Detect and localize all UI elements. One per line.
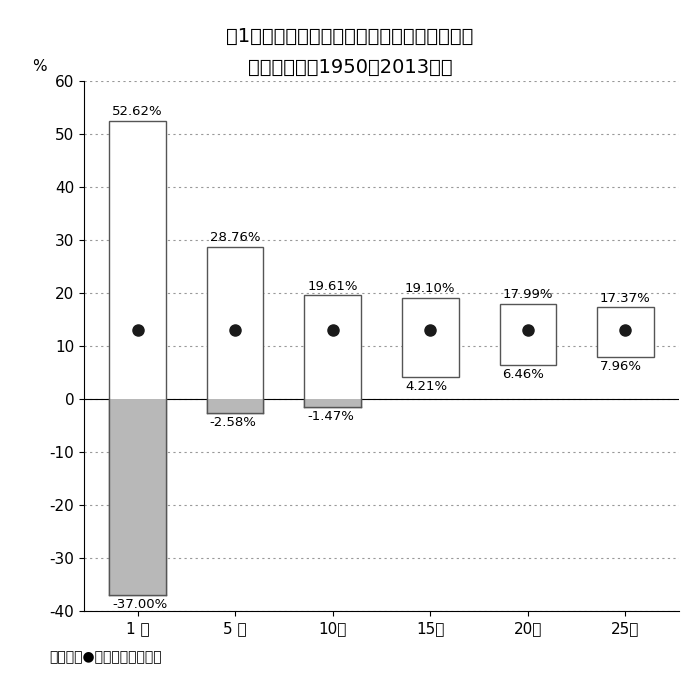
Bar (304, 295, 361, 407)
Bar (207, 399, 263, 413)
Text: 図1　株式投資の投資期間と年平均リターンの: 図1 株式投資の投資期間と年平均リターンの (226, 27, 474, 46)
Bar (500, 304, 556, 365)
Text: -2.58%: -2.58% (210, 416, 257, 428)
Text: -37.00%: -37.00% (112, 598, 167, 611)
Text: 19.10%: 19.10% (405, 282, 456, 295)
Bar (402, 298, 458, 377)
Text: 7.96%: 7.96% (600, 360, 642, 373)
Text: 17.99%: 17.99% (503, 289, 553, 301)
Text: 6.46%: 6.46% (503, 368, 545, 381)
Text: （注）　●は平均値を示す。: （注） ●は平均値を示す。 (49, 650, 162, 664)
Text: -1.47%: -1.47% (307, 409, 354, 423)
Bar (304, 399, 361, 407)
Bar (597, 308, 654, 357)
Text: 4.21%: 4.21% (405, 380, 447, 392)
Bar (109, 399, 166, 595)
Y-axis label: %: % (32, 58, 47, 73)
Bar (109, 121, 166, 595)
Text: 52.62%: 52.62% (112, 105, 163, 118)
Bar (207, 247, 263, 413)
Text: ちらばり方（1950～2013年）: ちらばり方（1950～2013年） (248, 58, 452, 77)
Text: 19.61%: 19.61% (307, 280, 358, 293)
Text: 17.37%: 17.37% (600, 291, 651, 305)
Text: 28.76%: 28.76% (210, 232, 260, 244)
